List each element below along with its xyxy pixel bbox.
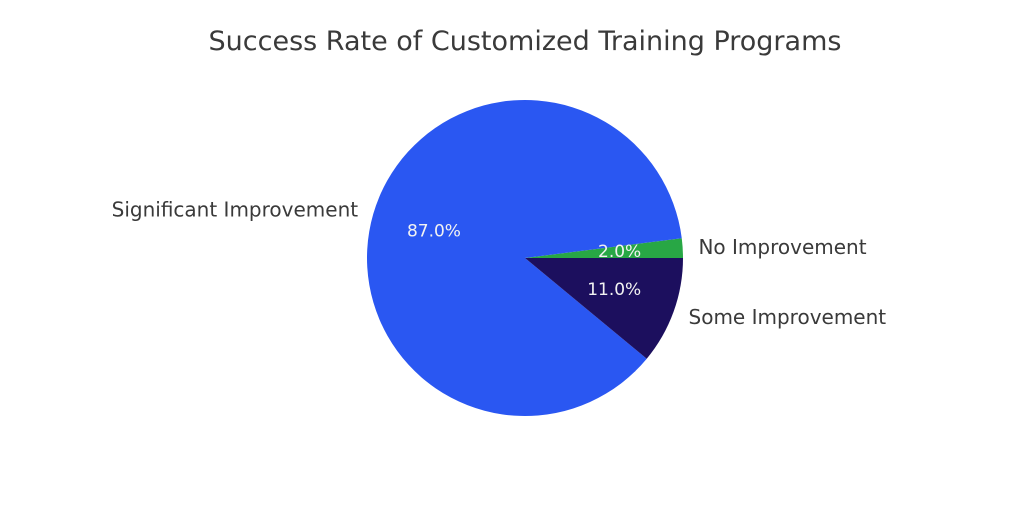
pct-label-significant-improvement: 87.0% xyxy=(407,222,461,242)
slice-some-improvement xyxy=(525,258,683,359)
pie-slices xyxy=(367,99,683,416)
pct-label-no-improvement: 2.0% xyxy=(598,242,641,262)
pie-labels: 2.0% No Improvement 87.0% Significant Impro… xyxy=(112,198,887,329)
category-label-some-improvement: Some Improvement xyxy=(689,305,887,329)
slice-no-improvement xyxy=(525,238,683,258)
pct-label-some-improvement: 11.0% xyxy=(587,280,641,300)
category-label-no-improvement: No Improvement xyxy=(698,235,866,259)
slice-significant-improvement xyxy=(367,99,682,416)
category-label-significant-improvement: Significant Improvement xyxy=(112,198,359,222)
chart-title: Success Rate of Customized Training Prog… xyxy=(209,26,842,57)
